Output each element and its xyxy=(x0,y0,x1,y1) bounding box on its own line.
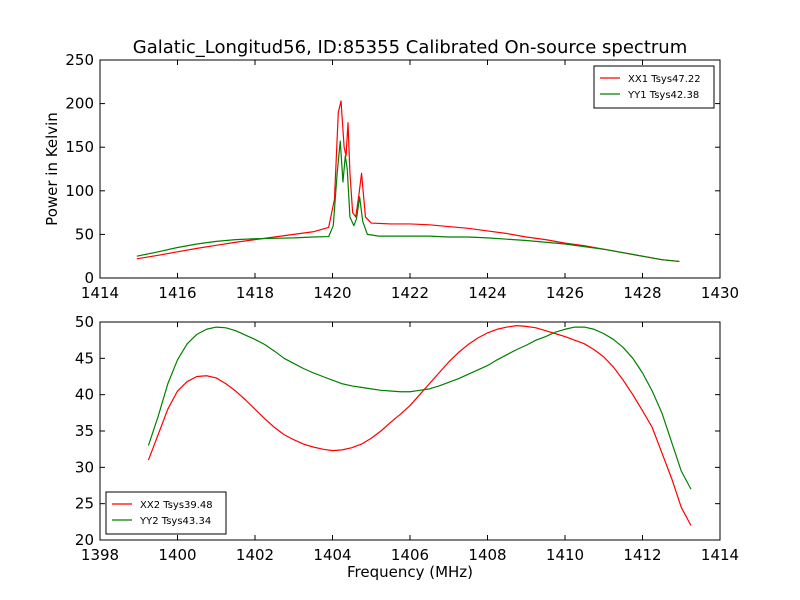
bottom-series-line-2 xyxy=(147,326,692,490)
bottom-y-tick-label: 45 xyxy=(75,349,94,367)
top-legend-label: YY1 Tsys42.38 xyxy=(627,90,699,101)
bottom-y-tick-label: 30 xyxy=(75,458,94,476)
bottom-x-axis-label: Frequency (MHz) xyxy=(347,563,473,581)
bottom-x-tick-label: 1400 xyxy=(158,546,196,564)
bottom-series-line-1 xyxy=(147,325,692,526)
top-x-tick-label: 1414 xyxy=(81,284,119,302)
bottom-x-tick-label: 1412 xyxy=(623,546,661,564)
chart-title: Galatic_Longitud56, ID:85355 Calibrated … xyxy=(133,37,687,58)
bottom-x-tick-label: 1414 xyxy=(701,546,739,564)
top-legend: XX1 Tsys47.22 YY1 Tsys42.38 xyxy=(593,65,715,109)
bottom-chart-ticks: 1398 1400 1402 1404 1406 1408 1410 1412 1414 20 25… xyxy=(75,313,739,564)
top-x-tick-label: 1428 xyxy=(623,284,661,302)
top-series-line-2 xyxy=(136,140,680,263)
bottom-x-tick-label: 1410 xyxy=(546,546,584,564)
top-x-tick-label: 1418 xyxy=(236,284,274,302)
top-x-tick-label: 1424 xyxy=(468,284,506,302)
top-y-tick-label: 150 xyxy=(65,138,94,156)
bottom-x-tick-label: 1406 xyxy=(391,546,429,564)
top-chart: 1414 1416 1418 1420 1422 1424 1426 1428 1430 0 50 1… xyxy=(43,51,739,302)
top-y-tick-label: 0 xyxy=(84,269,94,287)
top-chart-ticks: 1414 1416 1418 1420 1422 1424 1426 1428 1430 0 50 1… xyxy=(65,51,739,302)
top-x-tick-label: 1426 xyxy=(546,284,584,302)
top-y-tick-label: 200 xyxy=(65,95,94,113)
bottom-y-tick-label: 50 xyxy=(75,313,94,331)
bottom-chart-lines xyxy=(147,325,692,526)
top-y-axis-label: Power in Kelvin xyxy=(43,112,61,226)
top-y-tick-label: 50 xyxy=(75,225,94,243)
bottom-legend: XX2 Tsys39.48 YY2 Tsys43.34 xyxy=(105,491,227,535)
bottom-x-tick-label: 1408 xyxy=(468,546,506,564)
top-legend-box xyxy=(593,65,715,109)
top-x-tick-label: 1430 xyxy=(701,284,739,302)
bottom-y-tick-label: 40 xyxy=(75,386,94,404)
top-y-tick-label: 100 xyxy=(65,182,94,200)
top-legend-label: XX1 Tsys47.22 xyxy=(628,74,701,85)
bottom-y-tick-label: 35 xyxy=(75,422,94,440)
top-x-tick-label: 1422 xyxy=(391,284,429,302)
top-x-tick-label: 1416 xyxy=(158,284,196,302)
bottom-y-tick-label: 20 xyxy=(75,531,94,549)
bottom-chart: 1398 1400 1402 1404 1406 1408 1410 1412 1414 20 25… xyxy=(75,313,739,581)
top-y-tick-label: 250 xyxy=(65,51,94,69)
bottom-legend-label: YY2 Tsys43.34 xyxy=(139,516,211,527)
top-x-tick-label: 1420 xyxy=(313,284,351,302)
bottom-x-tick-label: 1398 xyxy=(81,546,119,564)
bottom-x-tick-label: 1404 xyxy=(313,546,351,564)
bottom-y-tick-label: 25 xyxy=(75,495,94,513)
bottom-legend-box xyxy=(105,491,227,535)
bottom-x-tick-label: 1402 xyxy=(236,546,274,564)
bottom-legend-label: XX2 Tsys39.48 xyxy=(140,500,213,511)
top-chart-lines xyxy=(136,100,680,263)
